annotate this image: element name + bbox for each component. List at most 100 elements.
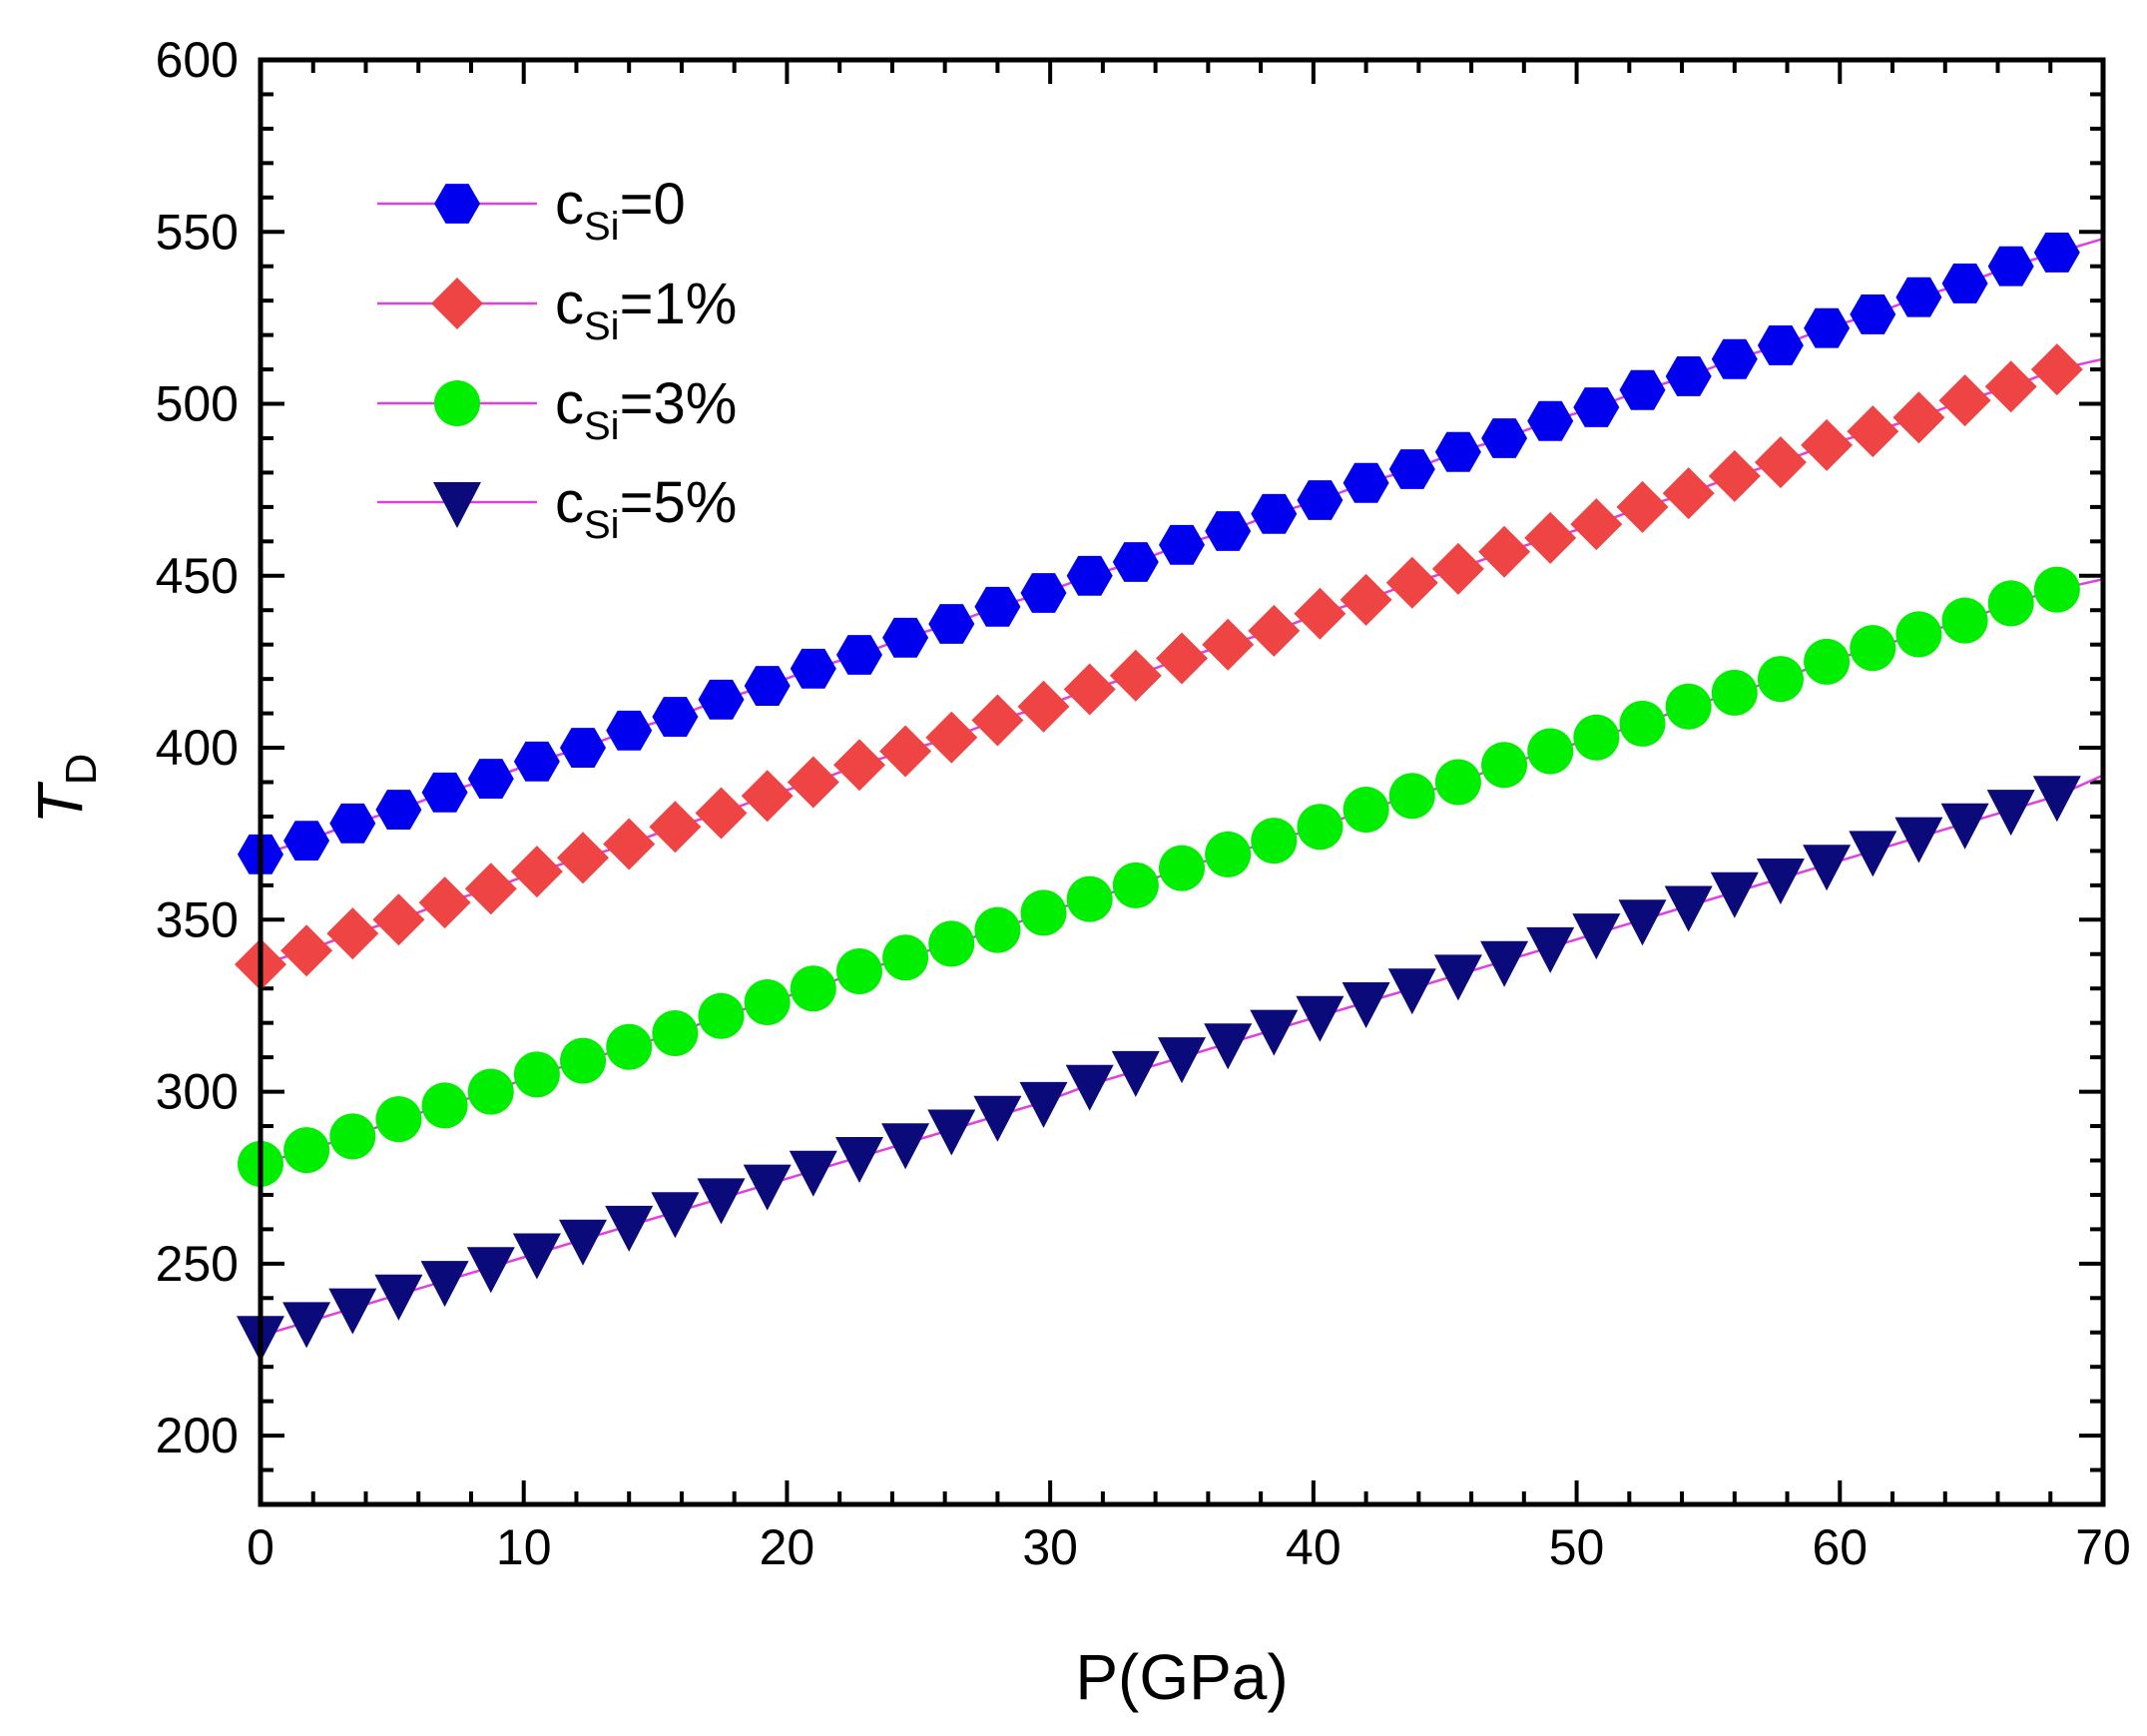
series-1-point xyxy=(1294,587,1346,640)
series-3-point xyxy=(1065,1064,1114,1111)
series-1-point xyxy=(280,924,333,977)
series-3-point xyxy=(466,1247,515,1294)
series-3-point xyxy=(1111,1050,1160,1097)
series-3-point xyxy=(1803,845,1852,891)
series-0-point xyxy=(1619,369,1666,410)
series-0-point xyxy=(1527,400,1574,441)
series-1-point xyxy=(925,711,978,764)
y-tick-label: 500 xyxy=(156,376,239,432)
series-3-point xyxy=(1940,803,1989,850)
series-1-point xyxy=(372,893,425,946)
x-axis-title: P(GPa) xyxy=(1075,1641,1288,1713)
series-1-point xyxy=(1431,542,1484,595)
series-1-point xyxy=(1892,391,1945,444)
series-2-point xyxy=(329,1113,376,1160)
series-0-point xyxy=(1159,524,1205,565)
series-2-point xyxy=(1251,818,1298,865)
series-2-point xyxy=(2033,566,2080,613)
x-tick-label: 50 xyxy=(1549,1519,1605,1575)
series-1-point xyxy=(1156,632,1208,685)
series-3-point xyxy=(1618,899,1667,946)
legend: cSi=0 cSi=1% cSi=3% cSi=5% xyxy=(377,172,737,547)
series-0-point xyxy=(1434,431,1481,472)
series-0-point xyxy=(882,617,929,658)
y-tick-label: 600 xyxy=(156,32,239,88)
series-0-point xyxy=(1804,307,1851,348)
series-0-point xyxy=(1205,511,1252,551)
series-3-point xyxy=(1480,940,1529,987)
series-2-point xyxy=(698,992,745,1039)
y-tick-label: 300 xyxy=(156,1064,239,1120)
series-0-point xyxy=(375,790,422,830)
series-3-point xyxy=(282,1302,331,1349)
series-1-point xyxy=(464,863,517,915)
series-1-point xyxy=(1063,663,1116,716)
series-2-point xyxy=(1665,683,1712,730)
x-tick-label: 70 xyxy=(2075,1519,2131,1575)
series-3-point xyxy=(973,1095,1022,1142)
series-1-point xyxy=(1616,480,1669,533)
series-3-point xyxy=(1526,926,1575,973)
series-1-point xyxy=(1708,449,1761,502)
series-2-point xyxy=(1159,845,1205,891)
legend-label: cSi=3% xyxy=(555,371,737,448)
y-tick-label: 200 xyxy=(156,1408,239,1463)
series-3-point xyxy=(1756,859,1805,904)
series-0-point xyxy=(836,635,882,675)
y-axis-title-subscript: D xyxy=(57,754,106,786)
series-2-point xyxy=(1804,638,1851,685)
x-tick-label: 10 xyxy=(496,1519,552,1575)
series-3-point xyxy=(512,1233,561,1280)
series-3-point xyxy=(927,1109,976,1156)
series-2-point xyxy=(1297,804,1343,851)
series-2-point xyxy=(1388,773,1435,820)
series-1-point xyxy=(1524,511,1577,564)
series-1-point xyxy=(1248,604,1301,657)
series-2-point xyxy=(928,920,975,967)
series-1-point xyxy=(787,756,839,809)
series-1-point xyxy=(1754,436,1807,489)
series-2-point xyxy=(1895,611,1942,658)
series-1-point xyxy=(326,907,379,960)
series-2-point xyxy=(1573,714,1620,761)
series-1-point xyxy=(879,725,932,778)
series-1-point xyxy=(833,739,885,792)
series-2-point xyxy=(467,1068,514,1115)
series-1-point xyxy=(1847,405,1899,458)
x-tick-label: 20 xyxy=(760,1519,815,1575)
plot-frame xyxy=(258,57,2106,1507)
series-3-point xyxy=(1986,790,2035,837)
series-2-point xyxy=(790,965,836,1012)
series-3-point xyxy=(559,1219,607,1266)
series-3-point xyxy=(1296,995,1344,1042)
series-0-point xyxy=(1020,573,1067,613)
series-0-point xyxy=(513,741,560,782)
series-2-point xyxy=(1527,728,1574,775)
series-1-point xyxy=(510,846,563,898)
series-0-point xyxy=(1895,277,1942,317)
series-2-point xyxy=(744,978,791,1025)
series-0-point xyxy=(1711,338,1758,379)
series-2-point xyxy=(283,1127,330,1174)
series-0-point xyxy=(1850,294,1896,334)
series-1-point xyxy=(1938,374,1991,427)
series-1-point xyxy=(418,876,471,929)
y-tick-label: 350 xyxy=(156,891,239,947)
axis-ticks xyxy=(259,58,2105,1506)
series-0-point xyxy=(698,679,745,720)
series-3-point xyxy=(881,1123,930,1170)
series-3-point xyxy=(374,1274,423,1321)
legend-marker xyxy=(431,278,483,329)
y-axis-title: TD xyxy=(24,754,106,825)
series-3-point xyxy=(1019,1081,1068,1128)
series-0-point xyxy=(1665,356,1712,396)
series-2-point xyxy=(1434,759,1481,806)
series-2-point xyxy=(1757,656,1804,703)
series-0-point xyxy=(2033,233,2080,273)
series-1-point xyxy=(557,832,609,884)
x-tick-label: 0 xyxy=(247,1519,274,1575)
series-2-point xyxy=(1850,625,1896,672)
series-3-point xyxy=(697,1178,746,1225)
series-2-point xyxy=(375,1096,422,1143)
legend-marker xyxy=(434,380,480,426)
